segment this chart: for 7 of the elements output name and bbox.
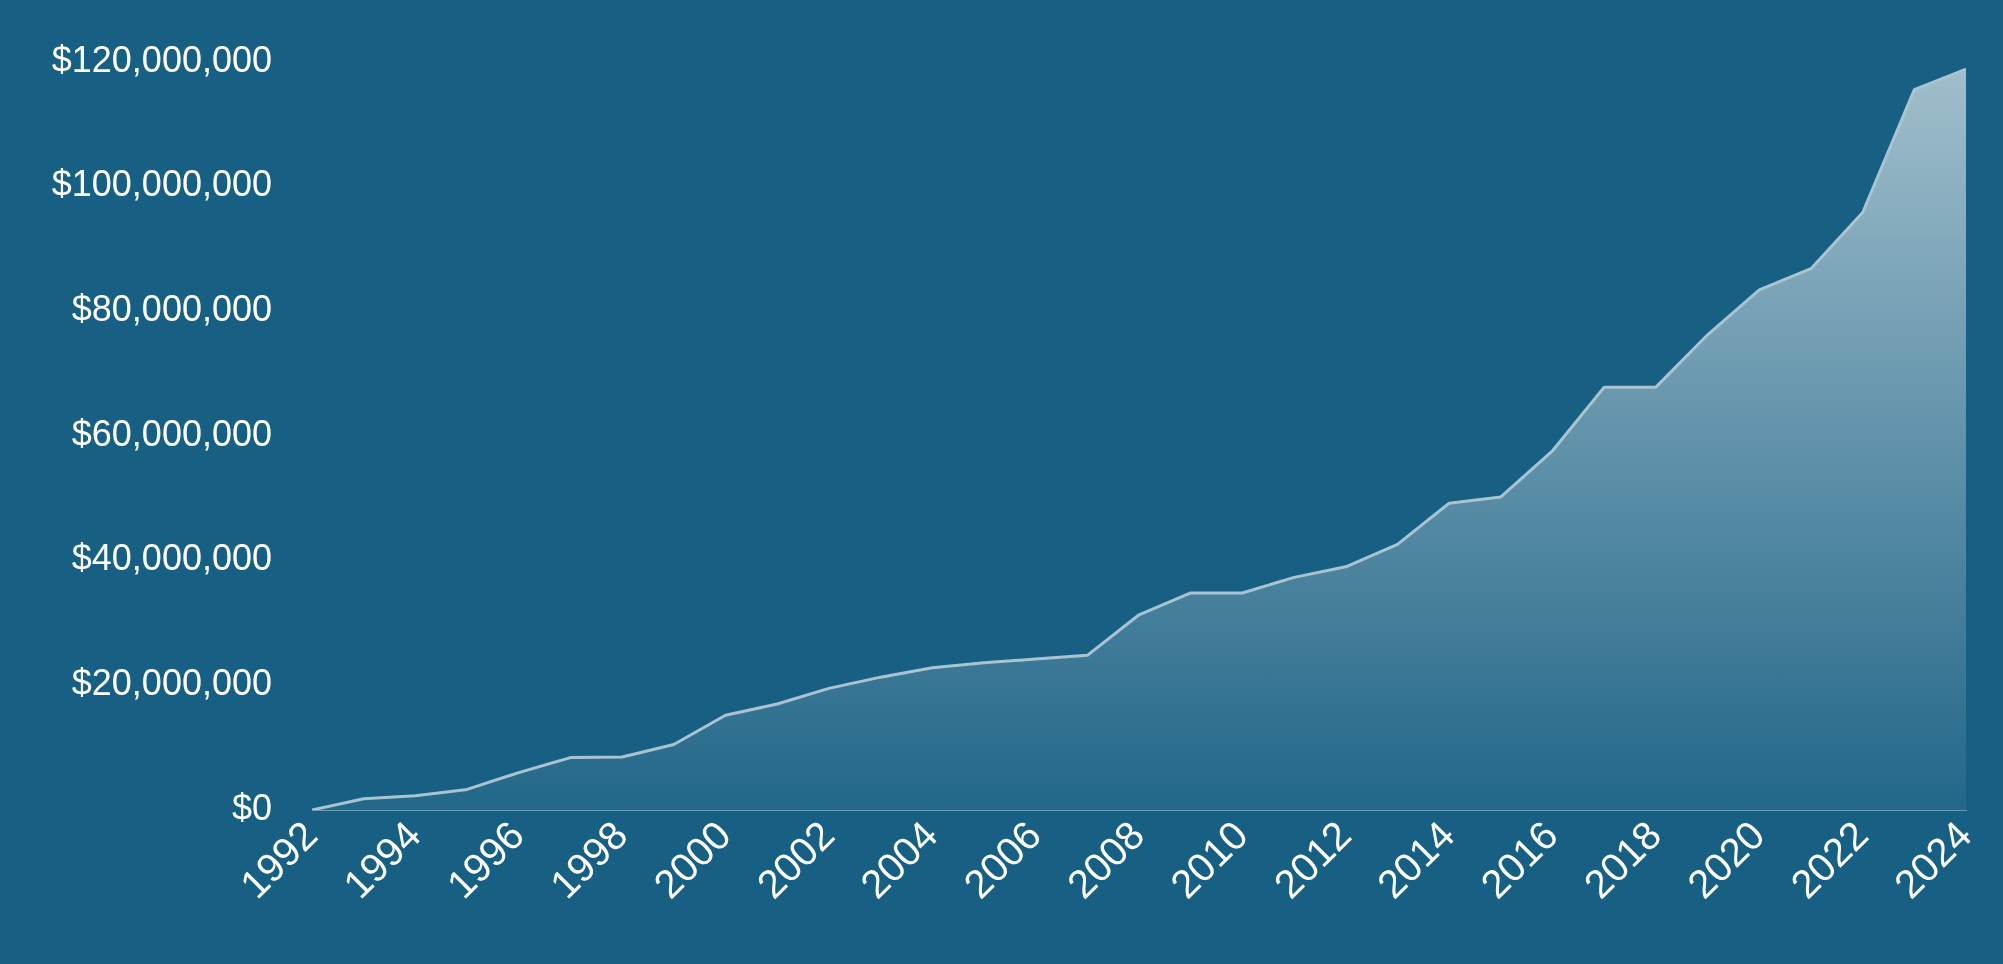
y-tick-label: $120,000,000 [51, 38, 272, 80]
y-tick-label: $100,000,000 [51, 163, 272, 205]
y-tick-label: $40,000,000 [71, 537, 272, 579]
y-tick-label: $0 [231, 786, 272, 828]
y-tick-label: $60,000,000 [71, 412, 272, 454]
y-tick-label: $20,000,000 [71, 662, 272, 704]
y-tick-label: $80,000,000 [71, 287, 272, 329]
